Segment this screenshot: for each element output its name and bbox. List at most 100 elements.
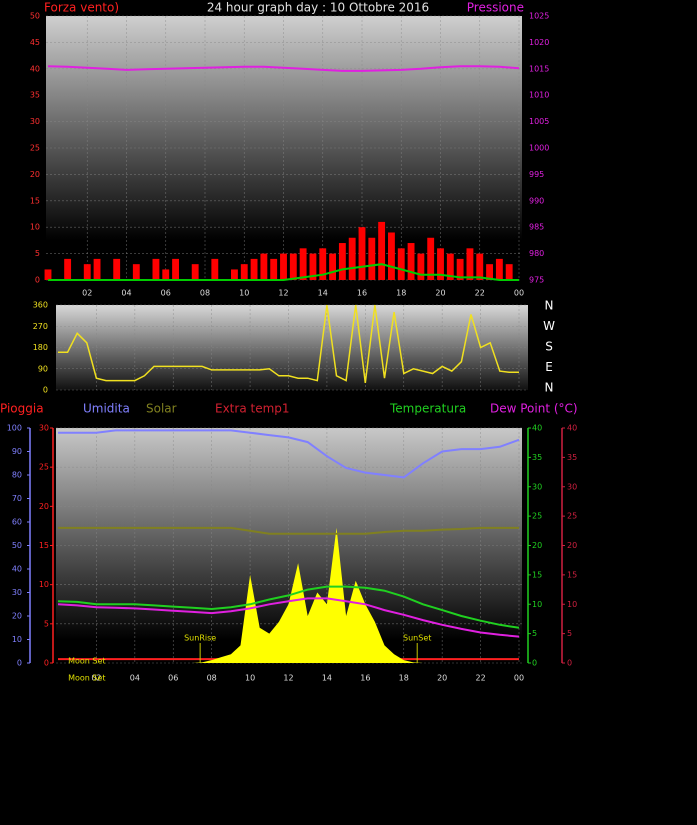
bar	[476, 253, 484, 280]
tick-label: N	[545, 299, 554, 313]
tick-label: 1025	[529, 12, 549, 21]
tick-label: 20	[532, 541, 542, 550]
solar-max-line	[58, 526, 519, 535]
tick-label: 10	[12, 635, 22, 644]
tick-label: N	[545, 381, 554, 395]
y2-axis-title: Pressione	[467, 1, 524, 15]
bar	[319, 248, 327, 280]
x-tick-label: 02	[82, 289, 92, 298]
bar	[113, 258, 121, 280]
line	[58, 304, 519, 383]
x-tick-label: 16	[357, 289, 367, 298]
tick-label: 980	[529, 249, 544, 258]
bar	[368, 237, 376, 280]
tick-label: 40	[567, 424, 577, 433]
tick-label: 35	[567, 453, 577, 462]
line	[57, 597, 520, 638]
bar	[191, 264, 199, 280]
bar	[456, 258, 464, 280]
tick-label: 10	[567, 600, 577, 609]
bar	[309, 253, 317, 280]
tick-label: 5	[567, 629, 572, 638]
tick-label: 80	[12, 471, 22, 480]
tick-label: 0	[567, 659, 572, 668]
solar-area	[58, 527, 519, 663]
bar	[407, 243, 415, 280]
tick-label: 70	[12, 494, 22, 503]
tick-label: 1005	[529, 117, 549, 126]
legend-label: Umidita	[83, 402, 130, 416]
x-tick-label: 20	[435, 289, 445, 298]
bar	[64, 258, 72, 280]
legend-label: Solar	[146, 402, 177, 416]
tick-label: 45	[30, 38, 40, 47]
x-tick-label: 08	[200, 289, 210, 298]
tick-label: 35	[30, 91, 40, 100]
tick-label: 25	[567, 512, 577, 521]
tick-label: 1000	[529, 144, 549, 153]
line	[47, 65, 520, 72]
tick-label: 20	[39, 502, 49, 511]
bar	[446, 253, 454, 280]
x-tick-label: 00	[514, 289, 524, 298]
tick-label: 20	[12, 612, 22, 621]
tick-label: 1015	[529, 64, 549, 73]
tick-label: 0	[17, 659, 22, 668]
tick-label: 10	[30, 223, 40, 232]
legend-label: Temperatura	[389, 402, 466, 416]
bar	[378, 221, 386, 280]
tick-label: 40	[30, 64, 40, 73]
x-tick-label: 12	[278, 289, 288, 298]
tick-label: 25	[39, 463, 49, 472]
tick-label: 360	[33, 301, 48, 310]
tick-label: 5	[44, 619, 49, 628]
x-tick-label: 10	[239, 289, 249, 298]
bar	[44, 269, 52, 280]
tick-label: 25	[30, 144, 40, 153]
tick-label: 0	[44, 659, 49, 668]
bar	[270, 258, 278, 280]
tick-label: 25	[532, 512, 542, 521]
tick-label: 20	[567, 541, 577, 550]
tick-label: 30	[30, 117, 40, 126]
tick-label: 15	[39, 541, 49, 550]
x-tick-label: 04	[121, 289, 131, 298]
bar	[486, 264, 493, 280]
tick-label: 985	[529, 223, 544, 232]
bar	[152, 258, 160, 280]
x-tick-label: 00	[514, 674, 524, 683]
line	[58, 429, 520, 479]
tick-label: 90	[38, 364, 48, 373]
bar	[397, 248, 405, 280]
bar	[260, 253, 268, 280]
bar	[358, 227, 366, 280]
line	[57, 585, 520, 629]
tick-label: 90	[12, 447, 22, 456]
tick-label: 30	[39, 424, 49, 433]
x-tick-label: 20	[437, 674, 447, 683]
bar	[289, 253, 297, 280]
tick-label: 0	[43, 386, 48, 395]
legend-label: Extra temp1	[215, 402, 290, 416]
x-tick-label: 14	[322, 674, 332, 683]
tick-label: 1010	[529, 91, 549, 100]
bar	[93, 258, 101, 280]
x-tick-label: 16	[360, 674, 370, 683]
tick-label: 180	[33, 343, 48, 352]
bar	[388, 232, 395, 280]
tick-label: 0	[35, 276, 40, 285]
tick-label: 40	[532, 424, 542, 433]
bar	[348, 237, 356, 280]
tick-label: 20	[30, 170, 40, 179]
tick-label: W	[543, 319, 555, 333]
bar	[172, 258, 179, 280]
x-tick-label: 18	[399, 674, 409, 683]
tick-label: 10	[532, 600, 542, 609]
x-tick-label: 10	[245, 674, 255, 683]
annotation: Moon Set	[68, 674, 105, 683]
bar	[83, 264, 91, 280]
x-tick-label: 14	[318, 289, 328, 298]
line	[48, 263, 519, 281]
bar	[417, 253, 425, 280]
